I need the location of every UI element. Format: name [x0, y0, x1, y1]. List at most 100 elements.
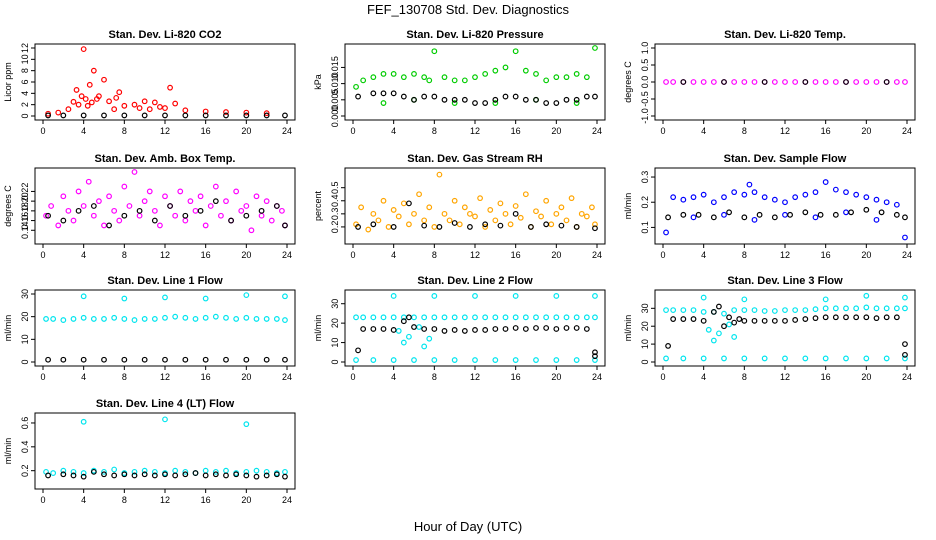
panel-title: Stan. Dev. Line 3 Flow: [727, 275, 843, 287]
data-point: [355, 224, 361, 230]
data-point: [202, 295, 209, 302]
y-tick-label: 0.0: [640, 76, 650, 89]
data-point: [243, 112, 250, 119]
data-point: [212, 183, 219, 190]
data-point: [553, 326, 560, 332]
x-tick-label: 24: [592, 126, 602, 136]
data-point: [761, 355, 768, 362]
data-point: [792, 79, 799, 85]
y-tick-label: 0: [640, 359, 650, 364]
data-point: [700, 79, 707, 85]
data-point: [771, 308, 778, 314]
y-tick-label: 4: [20, 91, 30, 96]
data-point: [182, 107, 189, 114]
data-point: [273, 471, 280, 478]
data-point: [690, 79, 697, 85]
y-tick-label: 10: [20, 334, 30, 344]
data-point: [558, 222, 565, 229]
y-tick-label: 8: [20, 68, 30, 73]
data-point: [197, 193, 204, 200]
data-point: [243, 109, 250, 116]
series-3: [665, 303, 908, 358]
data-point: [406, 314, 412, 321]
data-point: [456, 221, 463, 228]
data-point: [843, 305, 849, 312]
data-point: [873, 315, 880, 322]
data-point: [370, 314, 377, 321]
data-point: [192, 470, 199, 476]
data-point: [167, 84, 173, 91]
series-2: [353, 357, 598, 363]
y-axis-label: Licor ppm: [3, 62, 13, 102]
data-point: [502, 64, 509, 71]
data-point: [680, 355, 687, 362]
data-point: [461, 204, 468, 211]
x-tick-label: 20: [241, 126, 251, 136]
data-point: [741, 317, 748, 324]
data-point: [263, 112, 270, 119]
data-point: [863, 292, 870, 299]
y-axis-label: ml/min: [623, 315, 633, 342]
y-tick-label: 0.6: [20, 417, 30, 430]
data-point: [751, 79, 758, 85]
data-point: [883, 199, 890, 206]
data-point: [400, 93, 407, 100]
x-tick-label: 8: [742, 372, 747, 382]
data-point: [583, 74, 590, 81]
data-point: [60, 356, 67, 363]
data-point: [497, 222, 504, 229]
data-point: [268, 217, 275, 224]
data-point: [50, 316, 57, 322]
data-point: [592, 357, 598, 363]
data-point: [761, 79, 768, 85]
data-point: [353, 357, 359, 363]
data-point: [512, 293, 519, 299]
data-point: [228, 217, 234, 224]
series-2: [355, 90, 598, 106]
data-point: [695, 211, 702, 218]
data-point: [573, 314, 580, 321]
y-tick-label: 2: [20, 102, 30, 107]
data-point: [741, 307, 748, 314]
data-point: [131, 472, 138, 479]
data-point: [75, 188, 82, 195]
data-point: [182, 212, 189, 219]
data-point: [700, 191, 707, 198]
data-point: [812, 315, 819, 322]
x-tick-label: 16: [821, 250, 831, 260]
x-tick-label: 4: [391, 250, 396, 260]
data-point: [832, 305, 839, 312]
data-point: [80, 470, 87, 476]
data-point: [893, 314, 900, 321]
panel-title: Stan. Dev. Amb. Box Temp.: [95, 153, 236, 165]
data-point: [162, 416, 168, 423]
x-tick-label: 16: [821, 126, 831, 136]
data-point: [751, 216, 758, 223]
data-point: [522, 96, 529, 103]
data-point: [670, 79, 677, 85]
data-point: [716, 330, 722, 337]
data-point: [50, 470, 57, 476]
series-2: [665, 206, 908, 221]
x-tick-label: 8: [432, 126, 437, 136]
data-point: [380, 326, 387, 332]
data-point: [90, 212, 97, 219]
data-point: [126, 203, 133, 209]
y-axis-label: kPa: [313, 74, 323, 90]
figure-xlabel: Hour of Day (UTC): [414, 519, 522, 534]
data-point: [279, 207, 285, 214]
data-point: [360, 314, 367, 321]
data-point: [482, 327, 489, 333]
data-point: [690, 194, 697, 201]
y-tick-label: 20: [20, 312, 30, 322]
data-point: [472, 327, 478, 333]
data-point: [258, 207, 265, 214]
data-point: [873, 216, 880, 223]
series-2: [663, 355, 908, 362]
data-point: [121, 295, 128, 302]
data-point: [461, 328, 468, 334]
series-2: [45, 198, 288, 229]
data-point: [553, 100, 560, 106]
data-point: [902, 234, 908, 241]
